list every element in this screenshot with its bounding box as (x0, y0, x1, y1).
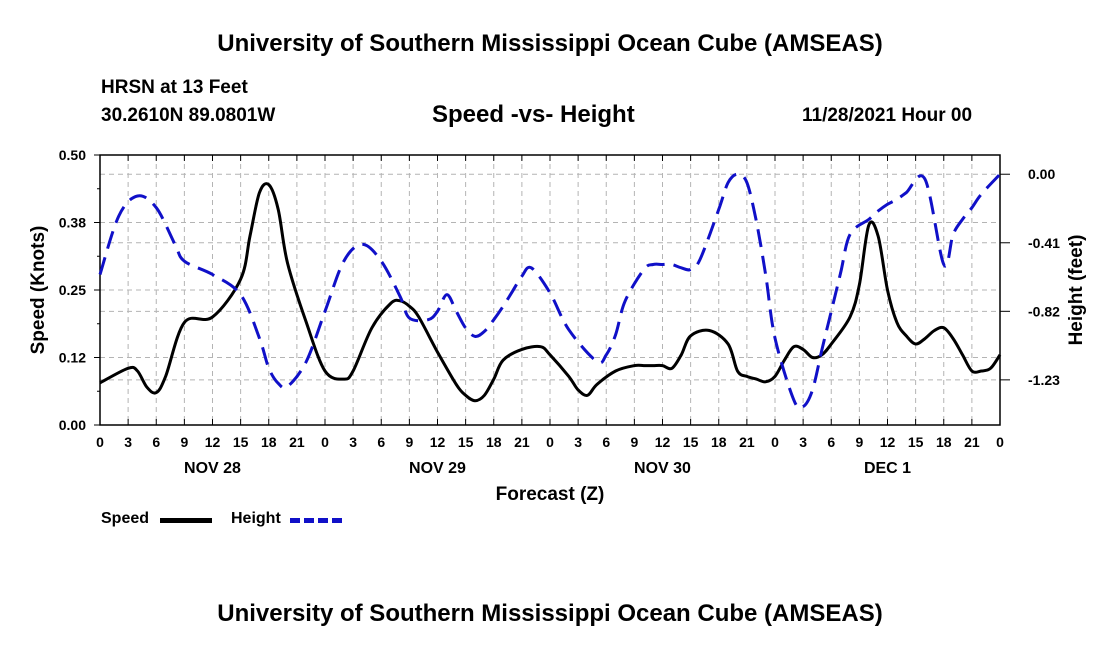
legend-speed-line (160, 518, 212, 523)
x-tick-label: 12 (430, 434, 446, 450)
y-tick-label-left: 0.25 (59, 282, 86, 298)
x-tick-label: 9 (405, 434, 413, 450)
x-tick-label: 0 (771, 434, 779, 450)
x-tick-label: 9 (630, 434, 638, 450)
speed-height-chart: 0 3 6 9 12 15 18 21 0 3 6 9 12 15 18 21 0 3 6 9 12 15 18 21 0 3 6 9… (28, 147, 1087, 505)
y-tick-label-left: 0.38 (59, 215, 86, 231)
x-tick-label: 0 (996, 434, 1004, 450)
day-label: NOV 28 (184, 460, 241, 477)
legend-height-label: Height (231, 510, 281, 527)
series-line-height (98, 172, 1002, 410)
x-tick-label: 21 (739, 434, 755, 450)
y-tick-label-right: -0.41 (1028, 235, 1060, 251)
y-axis-label-left: Speed (Knots) (28, 226, 49, 355)
y-tick-label-left: 0.50 (59, 147, 86, 163)
x-tick-label: 15 (233, 434, 249, 450)
day-label: NOV 30 (634, 460, 691, 477)
x-axis-label: Forecast (Z) (496, 484, 605, 505)
station-label: HRSN at 13 Feet (101, 77, 248, 98)
x-tick-label: 6 (152, 434, 160, 450)
forecast-datetime: 11/28/2021 Hour 00 (802, 105, 973, 126)
x-tick-label: 21 (514, 434, 530, 450)
x-tick-label: 18 (261, 434, 277, 450)
day-label: NOV 29 (409, 460, 466, 477)
plot-frame (99, 154, 1001, 426)
x-tick-label: 18 (936, 434, 952, 450)
legend-speed-label: Speed (101, 510, 150, 527)
x-tick-label: 12 (655, 434, 671, 450)
station-coordinates: 30.2610N 89.0801W (101, 105, 276, 126)
x-tick-label: 18 (486, 434, 502, 450)
x-tick-label: 18 (711, 434, 727, 450)
y-tick-label-right: -1.23 (1028, 372, 1060, 388)
x-tick-label: 15 (458, 434, 474, 450)
x-tick-label: 9 (180, 434, 188, 450)
y-tick-label-left: 0.12 (59, 350, 86, 366)
x-tick-label: 0 (321, 434, 329, 450)
x-tick-label: 12 (205, 434, 221, 450)
x-tick-label: 21 (964, 434, 980, 450)
y-tick-label-right: -0.82 (1028, 303, 1060, 319)
x-tick-label: 6 (377, 434, 385, 450)
chart-subtitle: Speed -vs- Height (432, 101, 635, 128)
x-tick-label: 15 (683, 434, 699, 450)
day-label: DEC 1 (864, 460, 911, 477)
series-line-speed (99, 182, 1002, 403)
x-tick-label: 9 (855, 434, 863, 450)
x-tick-label: 3 (124, 434, 132, 450)
x-tick-label: 6 (602, 434, 610, 450)
x-tick-label: 15 (908, 434, 924, 450)
x-tick-label: 3 (349, 434, 357, 450)
page-title: University of Southern Mississippi Ocean… (217, 30, 883, 57)
x-tick-label: 3 (574, 434, 582, 450)
legend-height-line (290, 518, 342, 523)
x-tick-label: 6 (827, 434, 835, 450)
x-tick-label: 21 (289, 434, 305, 450)
footer-title: University of Southern Mississippi Ocean… (217, 600, 883, 627)
x-tick-label: 3 (799, 434, 807, 450)
x-tick-label: 0 (96, 434, 104, 450)
x-tick-label: 0 (546, 434, 554, 450)
x-tick-label: 12 (880, 434, 896, 450)
y-tick-label-right: 0.00 (1028, 166, 1055, 182)
y-tick-label-left: 0.00 (59, 417, 86, 433)
y-axis-label-right: Height (feet) (1066, 235, 1087, 346)
